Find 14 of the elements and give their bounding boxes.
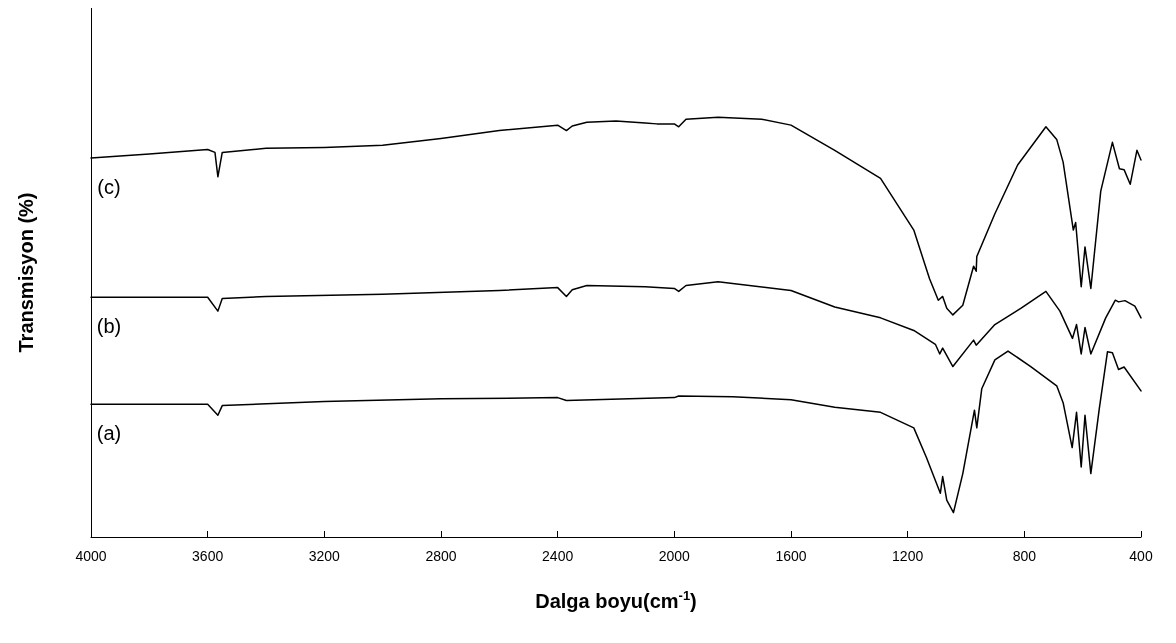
x-tick-label: 400 (1129, 548, 1153, 564)
series-label: (a) (96, 422, 122, 445)
series-label: (b) (96, 315, 122, 338)
x-tick-label: 2000 (658, 548, 691, 564)
x-tick-label: 800 (1012, 548, 1037, 564)
x-tick-label: 1600 (775, 548, 807, 564)
series-label: (c) (97, 175, 121, 198)
x-tick-label: 3600 (192, 548, 224, 564)
x-tick-label: 4000 (75, 548, 107, 564)
x-tick-label: 1200 (892, 548, 924, 564)
x-tick-label: 3200 (308, 548, 341, 564)
y-axis-title: Transmisyon (%) (15, 192, 37, 353)
x-tick-label: 2400 (542, 548, 574, 564)
x-tick-label: 2800 (425, 548, 457, 564)
